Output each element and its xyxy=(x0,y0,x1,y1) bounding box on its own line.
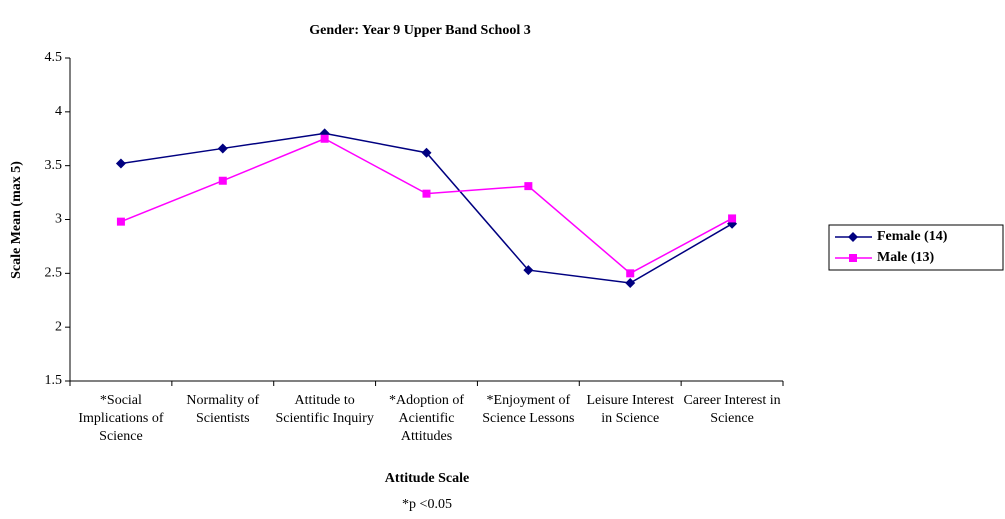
x-tick-label: Leisure Interest in Science xyxy=(586,393,674,426)
x-tick-label: Career Interest in Science xyxy=(683,393,781,426)
y-tick-label: 1.5 xyxy=(45,373,63,388)
series-line xyxy=(120,137,733,275)
x-axis-label: Attitude Scale xyxy=(385,471,469,486)
x-tick-label: Normality of Scientists xyxy=(186,393,260,426)
marker xyxy=(626,269,635,278)
chart-title: Gender: Year 9 Upper Band School 3 xyxy=(309,23,530,38)
marker xyxy=(320,134,329,143)
marker xyxy=(116,217,125,226)
marker xyxy=(849,254,857,262)
y-tick-label: 3.5 xyxy=(45,158,63,173)
annotation: *p <0.05 xyxy=(402,497,452,512)
marker xyxy=(218,176,227,185)
marker xyxy=(523,265,534,276)
y-tick-label: 2 xyxy=(55,319,62,334)
y-tick-label: 2.5 xyxy=(45,266,63,281)
marker xyxy=(115,158,126,169)
marker xyxy=(524,182,533,191)
marker xyxy=(848,232,858,242)
marker xyxy=(422,189,431,198)
y-axis-label: Scale Mean (max 5) xyxy=(9,161,24,279)
x-tick-label: *Social Implications of Science xyxy=(78,393,164,444)
x-tick-label: Attitude to Scientific Inquiry xyxy=(275,393,374,426)
legend-label: Female (14) xyxy=(877,229,948,244)
x-tick-label: *Adoption of Acientific Attitudes xyxy=(388,393,465,444)
legend-label: Male (13) xyxy=(877,250,934,265)
marker xyxy=(625,278,636,289)
legend-box xyxy=(828,224,1004,271)
marker xyxy=(421,147,432,158)
y-tick-label: 4 xyxy=(55,104,62,119)
marker xyxy=(728,214,737,223)
x-tick-label: *Enjoyment of Science Lessons xyxy=(482,393,575,426)
y-tick-label: 4.5 xyxy=(45,50,63,65)
y-tick-label: 3 xyxy=(55,212,62,227)
marker xyxy=(217,143,228,154)
